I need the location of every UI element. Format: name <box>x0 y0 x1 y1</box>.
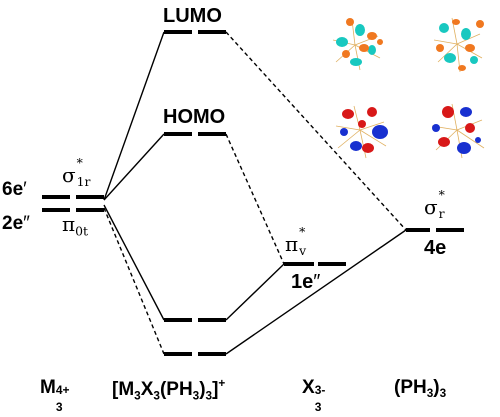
label-sigma-1r-star: σ * 1r <box>62 155 91 190</box>
label-sigma-r-star: σ * r <box>424 187 445 222</box>
homo-orbital-1 <box>335 105 388 159</box>
homo-orbital-2 <box>431 103 485 159</box>
connector-lumo-4e-dashed <box>225 31 407 231</box>
connector-homo-1e-dashed <box>225 133 285 265</box>
column-label-complex: [M3X3(PH3)3]+ <box>112 377 226 403</box>
column-label-x3: X 3- 3 <box>302 377 326 414</box>
label-4e: 4e <box>424 237 447 259</box>
connector-metal-lumo <box>103 31 165 201</box>
label-pi-0t: π0t <box>62 212 89 239</box>
connector-metal-bonding2-dashed <box>103 207 165 355</box>
column-label-m3: M 4+ 3 <box>40 377 70 414</box>
lumo-orbital-2 <box>433 17 484 73</box>
connector-metal-homo <box>103 133 165 201</box>
lumo-label: LUMO <box>163 5 222 27</box>
lumo-orbital-1 <box>332 18 383 71</box>
homo-label: HOMO <box>163 106 226 128</box>
label-6e-prime: 6e′ <box>2 179 27 200</box>
label-pi-v-star: π * v <box>285 224 307 259</box>
connector-1e-bonding1 <box>225 263 285 321</box>
connector-metal-bonding1 <box>103 204 165 321</box>
connector-4e-bonding2 <box>225 229 407 355</box>
label-1e-double-prime: 1e″ <box>291 271 321 293</box>
label-2e-double-prime: 2e″ <box>2 213 30 234</box>
column-label-ph3: (PH3)3 <box>394 377 447 401</box>
